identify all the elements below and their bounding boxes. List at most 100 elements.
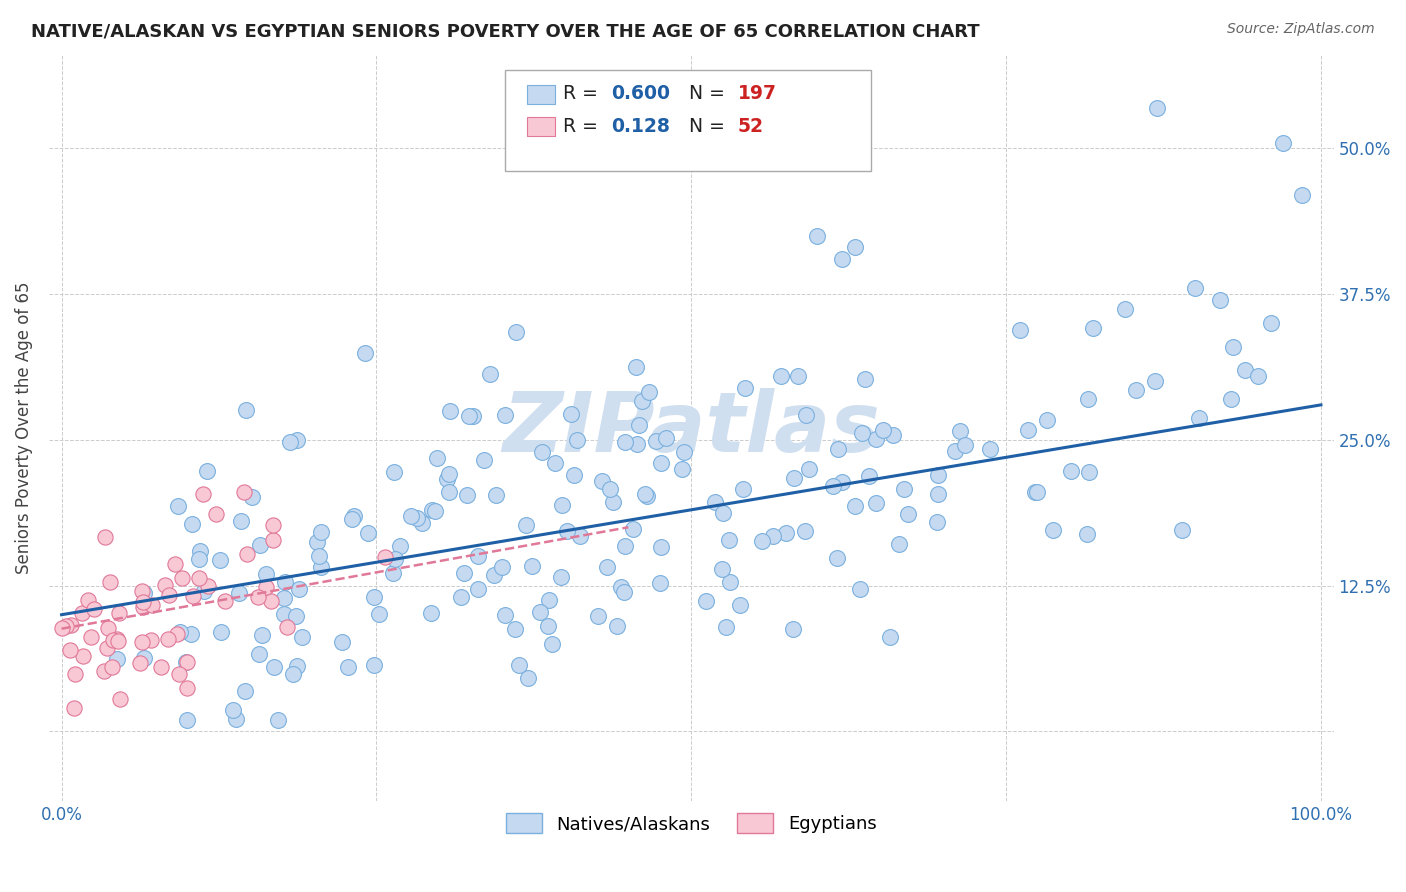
Point	[458, 409, 481, 423]
Point	[197, 579, 219, 593]
Point	[762, 529, 785, 543]
Point	[363, 657, 385, 672]
Point	[107, 606, 129, 620]
Point	[235, 402, 257, 417]
Point	[63, 667, 86, 681]
Text: R =: R =	[562, 85, 603, 103]
Point	[267, 713, 290, 727]
Point	[190, 544, 212, 558]
Point	[363, 590, 385, 604]
Point	[1291, 188, 1313, 202]
Point	[650, 541, 672, 555]
Point	[167, 666, 190, 681]
Point	[225, 712, 247, 726]
Point	[131, 635, 153, 649]
Point	[101, 660, 124, 674]
Point	[309, 524, 332, 539]
Point	[799, 462, 821, 476]
Point	[775, 525, 797, 540]
Point	[650, 576, 672, 591]
Point	[426, 451, 449, 466]
Point	[823, 479, 845, 493]
Point	[436, 472, 458, 486]
Point	[83, 601, 105, 615]
Point	[59, 617, 82, 632]
Point	[382, 566, 405, 581]
Point	[887, 536, 910, 550]
Point	[484, 567, 506, 582]
Point	[367, 607, 389, 621]
Point	[1042, 523, 1064, 537]
Point	[250, 628, 273, 642]
Point	[1078, 465, 1101, 479]
Point	[893, 482, 915, 496]
Point	[1077, 392, 1099, 406]
FancyBboxPatch shape	[527, 85, 555, 103]
Point	[59, 642, 82, 657]
Point	[793, 524, 815, 538]
Point	[529, 605, 551, 619]
Point	[865, 495, 887, 509]
Point	[485, 488, 508, 502]
Point	[285, 659, 308, 673]
Point	[711, 506, 734, 520]
Point	[108, 692, 131, 706]
Point	[650, 456, 672, 470]
Point	[1017, 423, 1039, 437]
Point	[1144, 374, 1167, 388]
Point	[704, 494, 727, 508]
Point	[332, 634, 354, 648]
Point	[1209, 293, 1232, 307]
Point	[273, 591, 295, 605]
Point	[176, 681, 198, 695]
Point	[505, 325, 527, 339]
Point	[695, 594, 717, 608]
Point	[291, 630, 314, 644]
Point	[515, 517, 537, 532]
Point	[288, 582, 311, 597]
Point	[655, 431, 678, 445]
Point	[503, 622, 526, 636]
Text: 0.600: 0.600	[612, 85, 671, 103]
Point	[626, 437, 648, 451]
Point	[538, 593, 561, 607]
Point	[844, 500, 866, 514]
Point	[262, 517, 284, 532]
Point	[235, 547, 257, 561]
Point	[176, 655, 198, 669]
Point	[132, 599, 155, 614]
Point	[630, 393, 652, 408]
Point	[141, 599, 163, 613]
Point	[157, 632, 180, 647]
Point	[853, 372, 876, 386]
Point	[214, 594, 236, 608]
Point	[787, 368, 810, 383]
Point	[228, 586, 250, 600]
Point	[278, 435, 301, 450]
Point	[1076, 526, 1098, 541]
Point	[273, 607, 295, 621]
Point	[97, 621, 120, 635]
Point	[285, 433, 308, 447]
Point	[283, 666, 305, 681]
Point	[401, 508, 423, 523]
Point	[849, 582, 872, 596]
Point	[540, 637, 562, 651]
FancyBboxPatch shape	[527, 117, 555, 136]
Point	[405, 511, 427, 525]
Text: R =: R =	[562, 117, 603, 136]
Point	[169, 624, 191, 639]
Point	[94, 530, 117, 544]
Point	[195, 464, 218, 478]
Point	[831, 475, 853, 490]
Point	[187, 552, 209, 566]
Point	[1272, 136, 1295, 150]
Point	[851, 425, 873, 440]
Point	[453, 566, 475, 580]
Point	[149, 660, 172, 674]
Point	[872, 423, 894, 437]
Point	[357, 526, 380, 541]
Text: NATIVE/ALASKAN VS EGYPTIAN SENIORS POVERTY OVER THE AGE OF 65 CORRELATION CHART: NATIVE/ALASKAN VS EGYPTIAN SENIORS POVER…	[31, 22, 980, 40]
Point	[262, 533, 284, 548]
Point	[491, 559, 513, 574]
